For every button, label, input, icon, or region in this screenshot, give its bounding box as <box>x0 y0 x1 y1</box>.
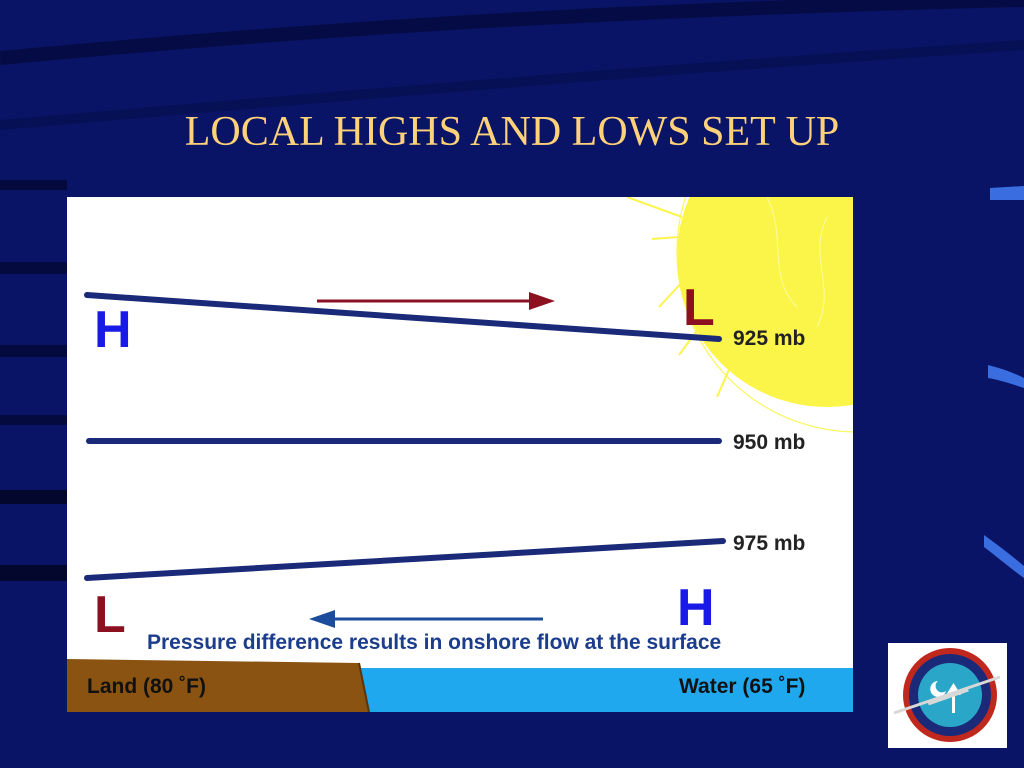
diagram-graphics <box>67 197 853 712</box>
pressure-label-925: 925 mb <box>733 327 806 350</box>
us-soaring-team-logo <box>888 643 1007 748</box>
land-label: Land (80 ˚F) <box>87 675 206 698</box>
diagram-caption: Pressure difference results in onshore f… <box>147 631 722 654</box>
pressure-diagram: H L L H 925 mb 950 mb 975 mb Pressure di… <box>67 197 853 712</box>
isobar-925 <box>84 292 722 342</box>
lower-low-label: L <box>94 586 126 644</box>
upper-flow-arrow <box>317 292 555 310</box>
pressure-label-975: 975 mb <box>733 532 806 555</box>
sun-icon <box>626 197 853 433</box>
upper-low-label: L <box>683 279 715 337</box>
isobar-975 <box>84 538 726 581</box>
slide-title: LOCAL HIGHS AND LOWS SET UP <box>184 109 840 155</box>
logo-graphic <box>893 648 1001 742</box>
lower-high-label: H <box>677 579 715 637</box>
water-area <box>357 668 853 712</box>
surface-flow-arrow <box>309 610 543 628</box>
upper-high-label: H <box>94 301 132 359</box>
water-label: Water (65 ˚F) <box>679 675 806 698</box>
land-area <box>67 659 369 712</box>
pressure-label-950: 950 mb <box>733 431 806 454</box>
